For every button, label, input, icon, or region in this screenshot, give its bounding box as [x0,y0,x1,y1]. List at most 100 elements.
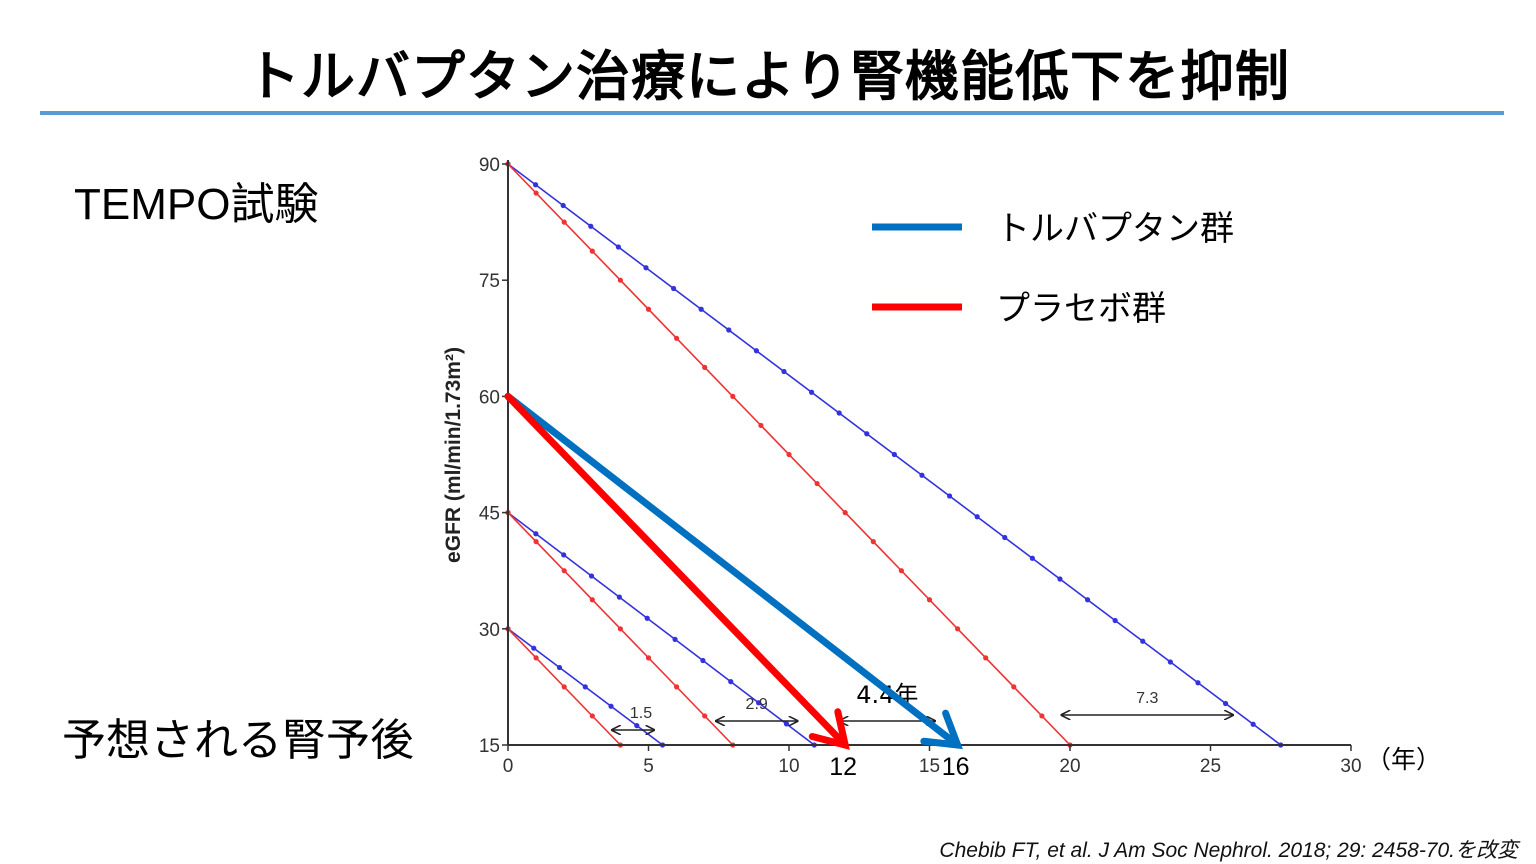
highlight-line-tolvaptan [504,392,962,749]
highlight-line-placebo [504,392,849,749]
data-point-tolvaptan-45 [588,573,595,579]
data-point-tolvaptan-90 [946,493,953,499]
data-point-tolvaptan-45 [533,531,539,537]
data-point-placebo-30 [533,655,539,661]
data-point-placebo-90 [533,190,539,196]
legend: トルバプタン群 プラセボ群 [872,209,1234,329]
gap-label: 1.5 [630,705,652,722]
data-point-tolvaptan-90 [726,327,732,333]
data-point-tolvaptan-45 [561,552,567,558]
data-point-tolvaptan-45 [756,700,762,706]
y-tick-label: 60 [479,387,500,408]
data-point-tolvaptan-30 [531,645,537,651]
data-point-tolvaptan-30 [634,723,640,729]
data-point-placebo-90 [645,306,652,312]
data-point-tolvaptan-90 [1112,617,1118,624]
data-point-tolvaptan-90 [1140,638,1146,644]
data-point-tolvaptan-45 [644,615,650,621]
data-point-placebo-90 [758,422,764,429]
data-point-tolvaptan-45 [783,721,790,727]
data-point-placebo-90 [898,568,905,574]
data-point-tolvaptan-90 [919,472,925,478]
x-tick-label: 10 [778,756,799,777]
x-tick-label: 5 [643,756,654,777]
data-point-placebo-45 [645,655,652,661]
data-point-placebo-90 [1039,713,1045,719]
data-point-tolvaptan-90 [836,410,842,416]
data-point-placebo-90 [617,277,624,283]
x-axis-unit-label: （年） [1366,745,1441,774]
data-point-placebo-90 [814,480,820,487]
legend-label-tolvaptan: トルバプタン群 [996,209,1234,249]
data-point-placebo-30 [561,684,567,690]
data-point-tolvaptan-90 [560,202,566,209]
data-point-placebo-90 [926,597,933,603]
data-point-tolvaptan-45 [728,679,734,685]
data-point-placebo-90 [786,451,792,458]
data-point-tolvaptan-90 [753,348,759,354]
data-point-tolvaptan-90 [864,431,870,437]
x-tick-label: 25 [1200,756,1221,777]
data-point-placebo-90 [674,335,680,341]
data-point-placebo-45 [617,626,624,632]
gap-label: 2.9 [746,696,768,713]
y-axis-label: eGFR (ml/min/1.73m²) [442,347,465,563]
data-point-placebo-90 [589,248,595,254]
y-tick-label: 30 [479,620,500,641]
data-point-tolvaptan-45 [672,636,678,642]
data-point-placebo-30 [589,713,595,719]
data-point-placebo-90 [730,393,736,399]
data-point-placebo-45 [589,597,595,603]
x-tick-label: 0 [503,756,514,777]
y-tick-label: 15 [479,736,500,757]
data-point-tolvaptan-45 [700,657,706,664]
data-point-tolvaptan-90 [643,265,649,271]
highlight-end-label-tolvaptan: 16 [942,753,970,781]
data-point-tolvaptan-90 [1222,700,1229,707]
data-point-tolvaptan-90 [615,244,621,250]
gap-label: 7.3 [1136,690,1158,707]
data-point-tolvaptan-30 [556,664,563,671]
y-tick-label: 90 [479,155,500,176]
data-point-tolvaptan-90 [1084,597,1091,603]
highlight-arrowhead-tolvaptan [920,709,963,750]
data-point-placebo-90 [870,539,876,545]
data-point-placebo-45 [561,568,567,574]
slide-title: トルバプタン治療により腎機能低下を抑制 [246,45,1290,108]
data-point-tolvaptan-90 [532,182,539,188]
data-point-placebo-90 [1011,684,1017,690]
data-point-placebo-90 [955,626,961,632]
y-tick-label: 75 [479,271,500,292]
citation: Chebib FT, et al. J Am Soc Nephrol. 2018… [939,839,1518,862]
data-point-tolvaptan-90 [781,368,787,375]
title-divider [40,111,1504,115]
data-point-tolvaptan-90 [808,389,815,395]
data-point-placebo-90 [561,219,567,225]
trial-label: TEMPO試験 [74,180,319,229]
data-point-tolvaptan-90 [1057,576,1063,582]
highlight-end-label-placebo: 12 [829,753,857,781]
data-point-placebo-90 [842,509,848,516]
data-point-tolvaptan-90 [670,285,677,292]
data-point-tolvaptan-90 [1195,680,1201,686]
data-point-tolvaptan-45 [616,594,622,600]
data-point-tolvaptan-30 [582,684,588,690]
data-point-tolvaptan-90 [1029,555,1035,561]
legend-label-placebo: プラセボ群 [996,289,1166,329]
x-tick-label: 30 [1340,756,1361,777]
data-point-placebo-45 [702,713,708,719]
data-point-tolvaptan-90 [588,223,594,229]
data-point-tolvaptan-90 [698,306,704,312]
x-tick-label: 20 [1059,756,1080,777]
highlight-arrowhead-placebo [808,708,850,750]
y-tick-label: 45 [479,504,500,525]
series-line-tolvaptan-45 [507,511,815,746]
x-tick-label: 15 [919,756,940,777]
data-point-tolvaptan-90 [1250,721,1256,727]
prognosis-label: 予想される腎予後 [62,715,414,766]
data-point-placebo-45 [674,684,680,690]
data-point-tolvaptan-90 [891,451,897,458]
data-point-placebo-45 [533,539,539,545]
data-point-tolvaptan-90 [974,514,980,520]
